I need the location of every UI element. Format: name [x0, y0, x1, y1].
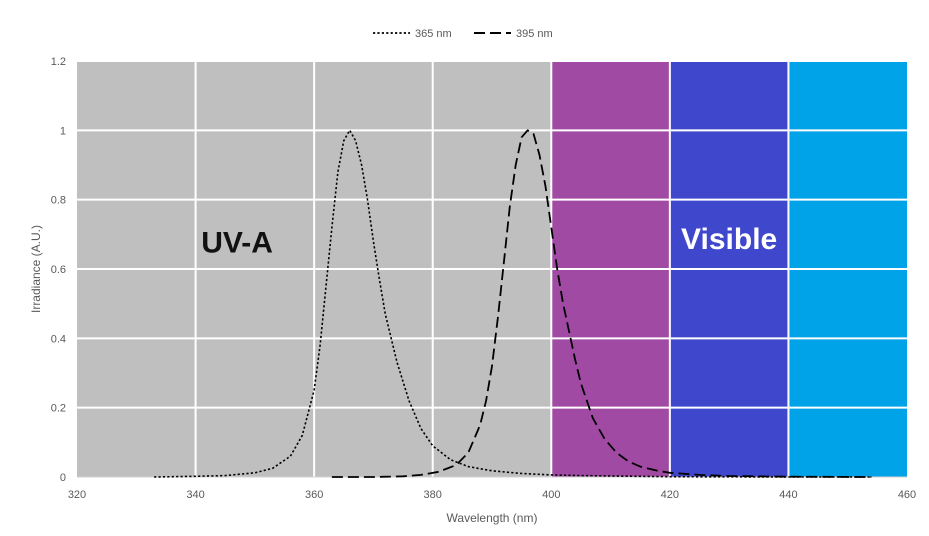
y-tick-label: 0.4	[51, 333, 66, 345]
gridlines	[77, 60, 907, 478]
region-label-2: Visible	[681, 223, 777, 256]
region-label-1: UV-A	[201, 226, 273, 259]
y-tick-label: 1.2	[51, 56, 66, 68]
x-tick-label: 340	[186, 489, 204, 501]
y-tick-label: 0.8	[51, 195, 66, 207]
legend: 365 nm 395 nm	[373, 28, 553, 40]
legend-label-2: 395 nm	[516, 28, 553, 40]
axis-ticks: 320 340 360 380 400 420 440 460 0 0.2 0.4 0.6 0.8 1 1.…	[51, 56, 916, 501]
x-tick-label: 420	[661, 489, 679, 501]
y-tick-label: 0	[60, 472, 66, 484]
x-axis-title: Wavelength (nm)	[447, 511, 538, 525]
series-layer	[154, 129, 872, 478]
x-tick-label: 320	[68, 489, 86, 501]
legend-label-1: 365 nm	[415, 28, 452, 40]
y-tick-label: 0.2	[51, 403, 66, 415]
y-tick-label: 1	[60, 125, 66, 137]
series-line-1	[154, 129, 872, 478]
x-tick-label: 460	[898, 489, 916, 501]
series-line-2	[331, 129, 872, 478]
y-axis-title: Irradiance (A.U.)	[29, 225, 43, 313]
region-annotations: UV-A Visible	[201, 223, 777, 259]
x-tick-label: 380	[424, 489, 442, 501]
x-tick-label: 400	[542, 489, 560, 501]
x-tick-label: 360	[305, 489, 323, 501]
x-tick-label: 440	[779, 489, 797, 501]
y-tick-label: 0.6	[51, 264, 66, 276]
